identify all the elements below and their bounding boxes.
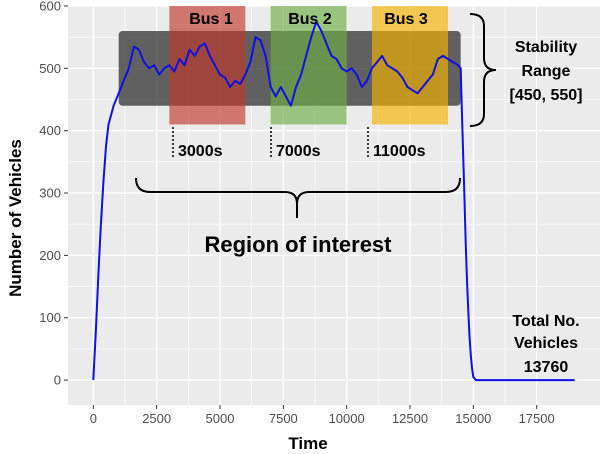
bus-3-label: Bus 3 [384, 11, 428, 28]
series-layer [92, 20, 575, 382]
series-line-1 [92, 20, 575, 382]
y-ticks: 0 100 200 300 400 500 600 [39, 0, 68, 388]
x-tick-label: 5000 [206, 411, 235, 426]
y-tick-label: 100 [39, 310, 61, 325]
x-tick-label: 10000 [329, 411, 365, 426]
x-axis-title: Time [288, 434, 327, 453]
time-label-7000s: 7000s [276, 143, 321, 160]
x-tick-label: 17500 [519, 411, 555, 426]
bus-bands [118, 6, 461, 125]
stability-label-line1: Stability [515, 39, 577, 56]
bus-band-3 [372, 24, 448, 125]
bus-label-box-2 [270, 6, 347, 25]
bus-label-box-3 [372, 6, 448, 25]
x-tick-label: 7500 [269, 411, 298, 426]
bus-band-2 [270, 24, 347, 125]
total-vehicles-line3: 13760 [524, 359, 569, 376]
total-vehicles-line1: Total No. [512, 313, 579, 330]
stability-label-line3: [450, 550] [510, 87, 583, 104]
time-label-3000s: 3000s [178, 143, 223, 160]
stability-label-line2: Range [522, 63, 571, 80]
y-tick-label: 600 [39, 0, 61, 14]
bus-2-label: Bus 2 [288, 11, 332, 28]
bus-1-label: Bus 1 [189, 11, 233, 28]
x-tick-label: 12500 [392, 411, 428, 426]
x-tick-label: 0 [90, 411, 97, 426]
region-of-interest-label: Region of interest [204, 232, 392, 257]
y-tick-label: 500 [39, 61, 61, 76]
y-tick-label: 300 [39, 186, 61, 201]
region-of-interest-brace [135, 177, 461, 218]
y-tick-label: 0 [54, 373, 61, 388]
bus-band-1 [169, 24, 246, 125]
time-label-11000s: 11000s [373, 143, 426, 160]
y-axis-title: Number of Vehicles [6, 139, 25, 297]
x-tick-label: 15000 [455, 411, 491, 426]
total-vehicles-line2: Vehicles [514, 335, 578, 352]
y-tick-label: 200 [39, 248, 61, 263]
y-tick-label: 400 [39, 123, 61, 138]
x-tick-label: 2500 [142, 411, 171, 426]
annotations: Bus 1 Bus 2 Bus 3 3000s 7000s 11000s Reg… [135, 11, 583, 376]
stability-range-brace [469, 13, 497, 127]
x-ticks: 0 2500 5000 7500 10000 12500 15000 17500 [90, 405, 555, 426]
bus-label-box-1 [169, 6, 246, 25]
